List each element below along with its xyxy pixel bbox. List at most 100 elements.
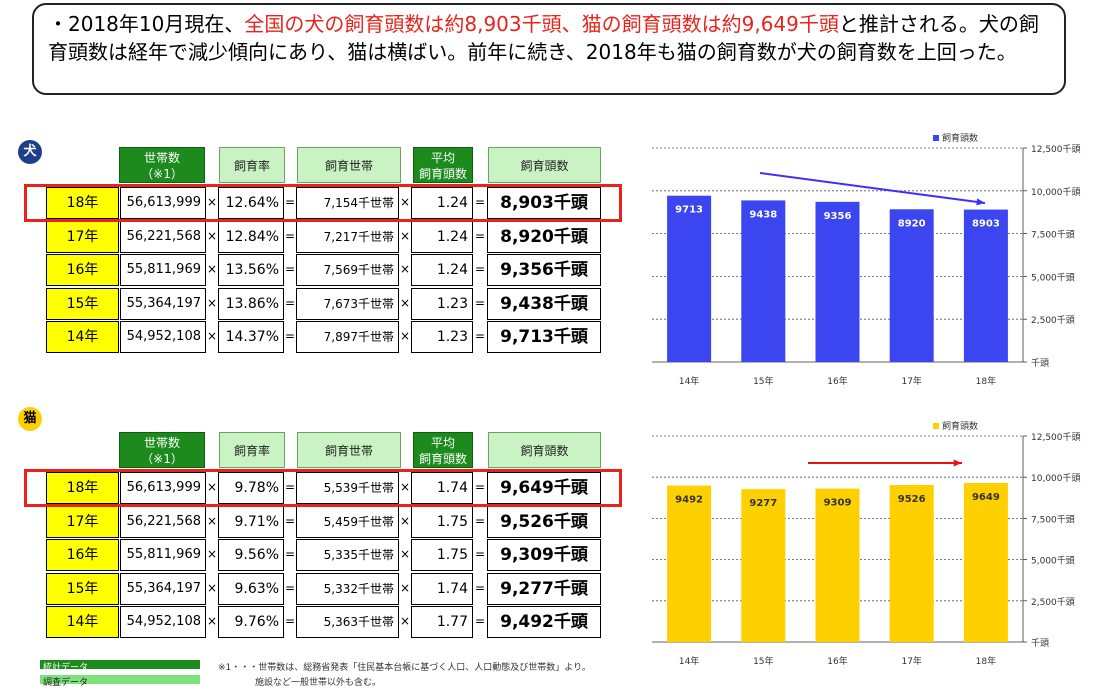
y-tick-label: 12,500千頭 [1031, 144, 1081, 155]
trend-arrow-head [976, 198, 985, 206]
legend-label: 飼育頭数 [942, 420, 978, 432]
times-sign: × [207, 547, 218, 561]
times-sign: × [400, 614, 411, 628]
header-households-note: （※1） [141, 167, 183, 181]
header-keeping-households: 飼育世帯 [297, 432, 401, 468]
year-cell: 18年 [46, 472, 119, 504]
summary-box: ・2018年10月現在、全国の犬の飼育頭数は約8,903千頭、猫の飼育頭数は約9… [32, 3, 1066, 95]
count-cell: 9,356千頭 [487, 254, 601, 286]
bar [889, 485, 934, 642]
year-cell: 16年 [46, 539, 119, 571]
count-cell: 9,649千頭 [487, 472, 601, 504]
equals-sign: = [475, 547, 486, 561]
households-cell: 55,811,969 [120, 254, 206, 286]
equals-sign: = [475, 580, 486, 595]
header-count: 飼育頭数 [488, 432, 601, 468]
equals-sign: = [475, 480, 486, 494]
keeping-households-cell: 7,569千世帯 [296, 254, 399, 286]
rate-cell: 13.86% [218, 287, 284, 320]
header-keeping-households: 飼育世帯 [297, 147, 401, 183]
data-label: 8920 [898, 218, 926, 229]
households-cell: 56,613,999 [120, 472, 206, 504]
x-tick-label: 14年 [679, 655, 699, 667]
highlight-row-18 [24, 469, 622, 507]
bar [963, 482, 1008, 642]
times-sign: × [400, 262, 411, 276]
data-label: 9492 [675, 495, 703, 506]
equals-sign: = [475, 614, 486, 628]
year-cell: 15年 [46, 572, 119, 605]
households-cell: 56,221,568 [120, 220, 206, 253]
y-tick-label: 12,500千頭 [1031, 432, 1081, 443]
count-cell: 9,438千頭 [487, 287, 601, 320]
times-sign: × [400, 195, 411, 209]
data-label: 9649 [972, 492, 1000, 503]
x-tick-label: 18年 [976, 655, 996, 667]
bar [741, 489, 786, 642]
trend-arrow-head [953, 459, 962, 467]
year-cell: 17年 [46, 220, 119, 253]
header-count: 飼育頭数 [488, 147, 601, 183]
times-sign: × [400, 480, 411, 494]
count-cell: 9,713千頭 [487, 321, 601, 353]
times-sign: × [207, 262, 218, 276]
year-cell: 18年 [46, 187, 119, 219]
count-cell: 9,309千頭 [487, 539, 601, 571]
x-tick-label: 17年 [901, 375, 921, 387]
year-cell: 14年 [46, 321, 119, 353]
count-cell: 9,277千頭 [487, 572, 601, 605]
rate-cell: 14.37% [218, 321, 284, 353]
times-sign: × [400, 329, 411, 343]
summary-text-1: ・2018年10月現在、 [48, 12, 245, 36]
header-average: 平均 飼育頭数 [413, 432, 473, 468]
equals-sign: = [285, 480, 296, 494]
keeping-households-cell: 7,673千世帯 [296, 287, 399, 320]
households-cell: 56,221,568 [120, 505, 206, 538]
x-tick-label: 18年 [976, 375, 996, 387]
cat-badge: 猫 [18, 407, 42, 431]
data-label: 9438 [749, 209, 777, 220]
rate-cell: 12.64% [218, 187, 284, 219]
summary-text-2: と推計される。犬の飼育頭数は経年で減少傾向にあり、猫は横ばい。前年に続き、201… [48, 12, 1039, 64]
y-tick-label: 千頭 [1031, 358, 1049, 369]
keeping-households-cell: 5,459千世帯 [296, 505, 399, 538]
data-label: 9526 [898, 494, 926, 505]
households-cell: 54,952,108 [120, 606, 206, 638]
data-label: 8903 [972, 219, 1000, 230]
header-rate: 飼育率 [219, 432, 285, 468]
times-sign: × [400, 580, 411, 595]
equals-sign: = [285, 295, 296, 310]
times-sign: × [400, 513, 411, 528]
households-cell: 55,364,197 [120, 287, 206, 320]
header-households-note: （※1） [141, 452, 183, 466]
legend-swatch [933, 135, 939, 141]
y-tick-label: 5,000千頭 [1031, 272, 1075, 283]
equals-sign: = [475, 262, 486, 276]
rate-cell: 9.71% [218, 505, 284, 538]
header-households-label: 世帯数 [143, 151, 180, 165]
bar [741, 200, 786, 362]
equals-sign: = [475, 329, 486, 343]
count-cell: 9,526千頭 [487, 505, 601, 538]
rate-cell: 9.78% [218, 472, 284, 504]
year-cell: 16年 [46, 254, 119, 286]
average-cell: 1.24 [411, 254, 473, 286]
y-tick-label: 10,000千頭 [1031, 187, 1081, 198]
x-tick-label: 15年 [753, 375, 773, 387]
equals-sign: = [285, 329, 296, 343]
equals-sign: = [475, 228, 486, 243]
count-cell: 9,492千頭 [487, 606, 601, 638]
households-cell: 56,613,999 [120, 187, 206, 219]
year-cell: 17年 [46, 505, 119, 538]
times-sign: × [207, 195, 218, 209]
x-tick-label: 14年 [679, 375, 699, 387]
keeping-households-cell: 7,154千世帯 [296, 187, 399, 219]
y-tick-label: 10,000千頭 [1031, 473, 1081, 484]
keeping-households-cell: 5,363千世帯 [296, 606, 399, 638]
y-tick-label: 2,500千頭 [1031, 315, 1075, 326]
average-cell: 1.75 [411, 539, 473, 571]
times-sign: × [207, 329, 218, 343]
average-cell: 1.74 [411, 472, 473, 504]
dog-bar-chart: 飼育頭数 12,500千頭 10,000千頭 7,500千頭 5,000千頭 2,500千… [652, 132, 1081, 387]
rate-cell: 9.76% [218, 606, 284, 638]
